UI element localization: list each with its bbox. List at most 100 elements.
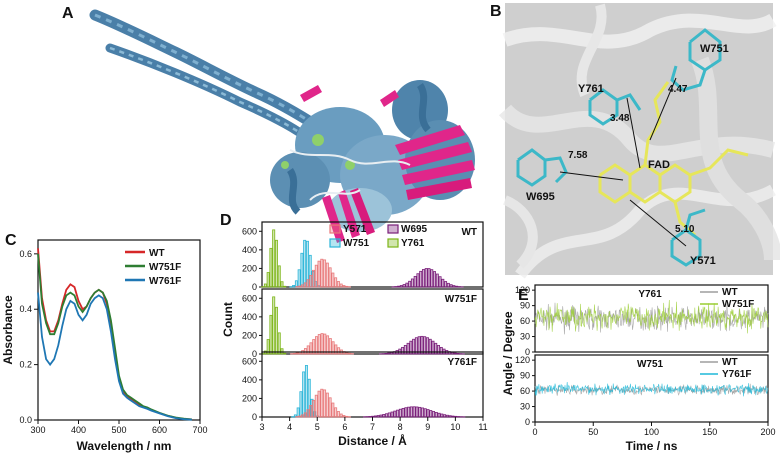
histogram-bar-y761: [275, 240, 277, 287]
x-tick-label: 8: [398, 422, 403, 432]
histogram-bar-y571: [321, 389, 323, 417]
histogram-bar-w695: [406, 283, 408, 287]
histogram-bar-y571: [335, 408, 337, 417]
histogram-bar-w695: [405, 408, 407, 417]
y-axis-label: Absorbance: [1, 295, 15, 365]
legend-label-wt: WT: [722, 357, 738, 368]
histogram-bar-y761: [264, 284, 266, 287]
histogram-bar-w695: [403, 285, 405, 287]
x-tick-label: 500: [111, 425, 126, 435]
histogram-bar-y571: [296, 353, 298, 354]
histogram-bar-w751: [300, 392, 302, 417]
histogram-bar-w695: [388, 353, 390, 354]
histogram-bar-w695: [432, 411, 434, 417]
histogram-bar-w751: [303, 372, 305, 417]
histogram-bar-y571: [310, 275, 312, 287]
histogram-bar-y571: [340, 284, 342, 287]
histogram-bar-w695: [457, 353, 459, 354]
y-tick-label: 60: [520, 386, 530, 396]
legend-label-w751: W751: [343, 238, 370, 249]
histogram-bar-w695: [383, 414, 385, 417]
x-tick-label: 50: [588, 427, 598, 437]
histogram-bar-y571: [315, 337, 317, 354]
histogram-bar-y571: [301, 285, 303, 287]
legend-label-y761: Y761: [401, 238, 425, 249]
histogram-bar-y571: [343, 286, 345, 287]
histogram-bar-w695: [443, 415, 445, 417]
histogram-bar-w695: [455, 416, 457, 417]
panel-letter-a: A: [62, 5, 74, 22]
histogram-bar-y571: [340, 414, 342, 417]
histogram-bar-y571: [332, 273, 334, 287]
histogram-bar-y571: [349, 353, 351, 354]
histogram-bar-w695: [411, 279, 413, 287]
histogram-bar-w751: [293, 285, 295, 287]
legend-label-w695: W695: [401, 224, 428, 235]
histogram-bar-w695: [452, 416, 454, 417]
histogram-bar-w695: [422, 269, 424, 287]
x-tick-label: 400: [71, 425, 86, 435]
histogram-bar-w695: [430, 411, 432, 417]
histogram-bar-w695: [400, 286, 402, 287]
legend-label-wt: WT: [722, 287, 738, 298]
histogram-bar-w695: [433, 272, 435, 287]
histogram-bar-y571: [337, 411, 339, 417]
histogram-bar-y571: [315, 395, 317, 417]
histogram-bar-y571: [321, 334, 323, 354]
histogram-bar-w695: [380, 415, 382, 417]
histogram-bar-w695: [391, 412, 393, 417]
x-tick-label: 200: [760, 427, 775, 437]
histogram-bar-w695: [372, 416, 374, 417]
histogram-bar-y761: [278, 266, 280, 287]
x-tick-label: 600: [152, 425, 167, 435]
histogram-bar-w695: [454, 353, 456, 354]
legend-label-y571: Y571: [343, 224, 367, 235]
histogram-bar-y571: [307, 346, 309, 354]
legend-swatch-w695: [388, 225, 398, 233]
histogram-bar-y571: [307, 280, 309, 287]
histogram-bar-w695: [420, 271, 422, 287]
histogram-bar-y571: [335, 278, 337, 287]
subplot-label-y761: Y761: [638, 289, 662, 300]
y-tick-label: 0: [252, 412, 257, 422]
y-tick-label: 90: [520, 371, 530, 381]
histogram-bar-w695: [421, 336, 423, 354]
histogram-bar-y571: [337, 281, 339, 287]
histogram-bar-w751: [301, 253, 303, 287]
histogram-bar-y761: [284, 353, 286, 354]
histogram-bar-y761: [278, 333, 280, 354]
y-tick-label: 0: [525, 417, 530, 427]
histogram-bar-w695: [456, 286, 458, 287]
histogram-bar-w695: [416, 407, 418, 417]
histogram-bar-y571: [318, 391, 320, 417]
x-tick-label: 150: [702, 427, 717, 437]
panel-b: B: [490, 3, 773, 275]
x-tick-label: 5: [315, 422, 320, 432]
histogram-bar-w695: [438, 413, 440, 417]
legend-swatch-y571: [330, 225, 340, 233]
x-tick-label: 7: [370, 422, 375, 432]
histogram-bar-y571: [310, 405, 312, 417]
histogram-bar-w695: [441, 414, 443, 417]
histogram-bar-w695: [417, 274, 419, 287]
histogram-bar-w695: [427, 410, 429, 417]
histogram-bar-w695: [397, 410, 399, 417]
histogram-bar-y571: [307, 410, 309, 417]
histogram-bar-y571: [329, 268, 331, 287]
histogram-bar-y571: [326, 393, 328, 417]
histogram-bar-w695: [424, 409, 426, 417]
histogram-bar-w751: [298, 270, 300, 287]
histogram-bar-w695: [439, 277, 441, 287]
histogram-bar-w695: [385, 414, 387, 417]
y-tick-label: 0.2: [19, 360, 32, 370]
legend-swatch-y761: [388, 239, 398, 247]
histogram-bar-y571: [301, 415, 303, 417]
x-tick-label: 4: [287, 422, 292, 432]
histogram-bar-y571: [323, 260, 325, 287]
histogram-bar-w695: [431, 270, 433, 287]
panel-letter-c: C: [5, 232, 17, 249]
histogram-bar-y571: [304, 413, 306, 417]
histogram-bar-y571: [293, 353, 295, 354]
